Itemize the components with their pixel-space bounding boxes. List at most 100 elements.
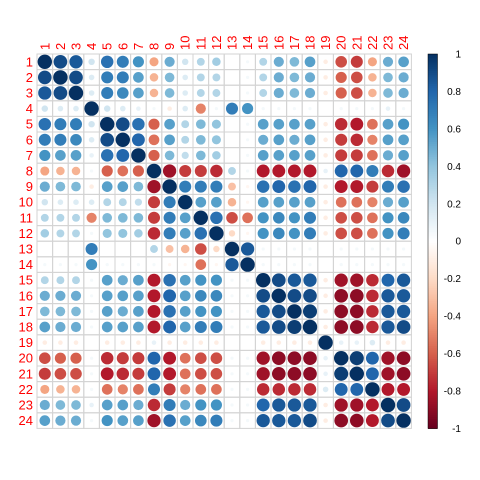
correlation-circle-22-8: [147, 383, 161, 396]
correlation-circle-8-3: [71, 166, 81, 176]
correlation-circle-18-16: [271, 320, 286, 334]
legend-color-step: [428, 278, 438, 282]
correlation-circle-22-12: [211, 384, 222, 395]
correlation-circle-17-16: [271, 304, 286, 319]
legend-color-step: [428, 282, 438, 285]
legend-color-step: [428, 349, 438, 353]
legend-color-step: [428, 145, 438, 149]
legend-color-step: [428, 312, 438, 315]
legend-color-step: [428, 153, 438, 156]
correlation-circle-11-1: [40, 213, 49, 222]
correlation-circle-19-2: [58, 340, 63, 345]
correlation-circle-3-15: [259, 89, 268, 97]
correlation-circle-24-1: [39, 415, 51, 426]
correlation-circle-24-10: [179, 415, 191, 426]
correlation-circle-6-4: [88, 137, 95, 143]
correlation-circle-24-4: [89, 418, 94, 423]
correlation-circle-19-15: [260, 340, 266, 345]
row-label: 6: [26, 132, 33, 147]
correlation-circle-22-19: [322, 386, 329, 393]
correlation-circle-22-4: [89, 387, 94, 392]
legend-color-step: [428, 231, 438, 235]
legend-color-step: [428, 250, 438, 253]
correlation-circle-10-6: [118, 198, 127, 207]
correlation-circle-11-18: [303, 211, 317, 224]
correlation-circle-19-5: [104, 340, 110, 345]
correlation-circle-23-23: [380, 397, 396, 413]
correlation-circle-21-16: [271, 366, 286, 381]
correlation-circle-15-10: [179, 274, 191, 286]
legend-color-step: [428, 186, 438, 190]
correlation-circle-2-18: [304, 72, 316, 83]
legend-color-step: [428, 171, 438, 175]
correlation-circle-14-5: [105, 262, 109, 267]
correlation-circle-9-12: [210, 180, 223, 193]
correlation-circle-9-17: [288, 180, 301, 193]
correlation-circle-16-13: [230, 294, 234, 298]
correlation-circle-4-12: [214, 106, 219, 111]
correlation-circle-4-15: [261, 106, 265, 111]
correlation-circle-23-2: [55, 400, 66, 410]
correlation-circle-3-17: [289, 88, 300, 98]
legend-color-step: [428, 293, 438, 296]
correlation-circle-11-13: [226, 211, 238, 224]
legend-color-step: [428, 258, 438, 261]
legend-color-step: [428, 325, 438, 328]
correlation-circle-1-5: [100, 55, 114, 69]
correlation-circle-22-23: [381, 382, 395, 396]
correlation-circle-5-11: [195, 119, 206, 130]
correlation-circle-5-5: [100, 117, 115, 132]
correlation-circle-13-22: [370, 247, 375, 251]
legend-color-step: [428, 248, 438, 252]
grid-cell: [36, 240, 54, 258]
legend-color-step: [428, 83, 438, 87]
legend-color-step: [428, 297, 438, 300]
legend-color-step: [428, 346, 438, 349]
correlation-circle-3-5: [101, 86, 114, 100]
legend-color-step: [428, 310, 438, 313]
correlation-circle-15-1: [40, 276, 49, 285]
legend-color-step: [428, 134, 438, 137]
legend-color-step: [428, 426, 438, 429]
correlation-circle-9-23: [381, 180, 395, 193]
correlation-circle-10-17: [289, 196, 300, 208]
color-legend: 1 0.8 0.6 0.4 0.2 0 -0.2 -0.4 -0.6 -0.8 -1: [427, 50, 461, 435]
correlation-circle-12-21: [350, 227, 363, 240]
correlation-circle-8-14: [245, 169, 250, 173]
correlation-circle-8-24: [396, 164, 411, 178]
correlation-circle-19-19: [318, 335, 333, 350]
legend-color-step: [428, 291, 438, 295]
correlation-circle-11-24: [397, 211, 410, 224]
legend-color-step: [428, 136, 438, 139]
correlation-circle-17-2: [55, 306, 66, 317]
correlation-circle-4-7: [136, 106, 141, 111]
correlation-circle-9-15: [256, 180, 270, 193]
correlation-circle-14-4: [86, 259, 98, 271]
correlation-circle-21-21: [349, 366, 364, 381]
correlation-circle-7-5: [100, 149, 114, 162]
correlation-circle-2-9: [164, 72, 175, 83]
correlation-circle-1-14: [245, 60, 250, 64]
legend-color-step: [428, 389, 438, 392]
correlation-circle-16-8: [147, 289, 161, 303]
correlation-circle-2-20: [335, 71, 347, 83]
correlation-circle-7-24: [398, 150, 409, 161]
correlation-circle-7-19: [323, 153, 328, 158]
correlation-circle-12-2: [56, 229, 65, 238]
legend-color-step: [428, 336, 438, 340]
correlation-circle-18-12: [210, 320, 223, 334]
legend-color-step: [428, 235, 438, 238]
correlation-circle-3-3: [68, 85, 84, 101]
row-label: 2: [26, 70, 33, 85]
legend-color-step: [428, 173, 438, 177]
correlation-circle-22-21: [350, 382, 364, 396]
correlation-circle-24-12: [210, 414, 223, 427]
correlation-circle-1-20: [335, 55, 348, 68]
legend-color-step: [428, 151, 438, 154]
correlation-circle-7-17: [289, 150, 300, 161]
correlation-circle-23-9: [163, 398, 176, 412]
correlation-circle-23-18: [303, 398, 317, 412]
correlation-circle-24-13: [230, 418, 234, 423]
correlation-circle-22-9: [163, 383, 176, 396]
row-label: 8: [26, 164, 33, 179]
